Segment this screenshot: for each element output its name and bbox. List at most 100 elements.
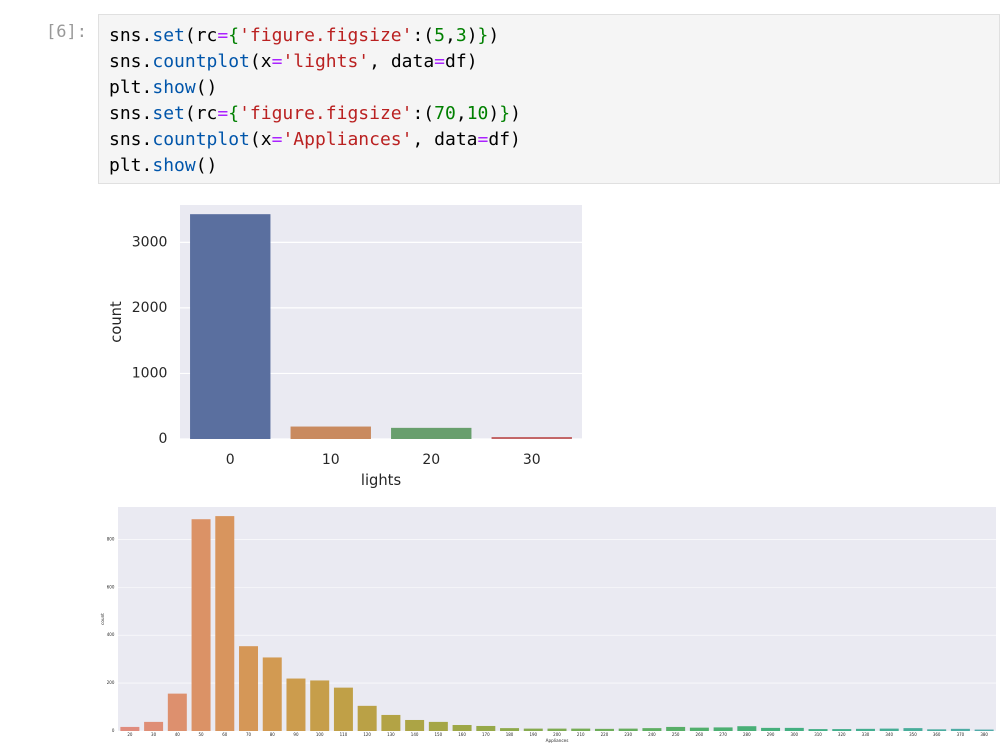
bar — [832, 729, 852, 731]
code-token: , — [445, 25, 456, 46]
code-token: sns. — [109, 129, 153, 150]
code-token: 'lights' — [282, 51, 370, 72]
y-tick-label: 400 — [107, 632, 115, 637]
bar — [784, 727, 804, 731]
code-token: countplot — [152, 51, 250, 72]
code-token: , — [455, 103, 467, 124]
x-tick-label: 270 — [719, 732, 727, 737]
y-tick-label: 600 — [107, 584, 115, 589]
bar — [808, 729, 828, 731]
x-axis-label: Appliances — [546, 738, 569, 743]
bar — [950, 728, 970, 731]
bar — [286, 678, 306, 731]
code-token: sns. — [109, 51, 153, 72]
bar — [500, 728, 520, 731]
x-tick-label: 170 — [482, 732, 490, 737]
bar — [523, 728, 543, 731]
code-line: sns.set(rc={'figure.figsize':(5,3)}) — [109, 23, 999, 49]
code-token: sns. — [109, 25, 153, 46]
x-tick-label: 30 — [523, 452, 541, 468]
code-token: = — [271, 129, 283, 150]
bar — [642, 728, 662, 731]
x-tick-label: 70 — [246, 732, 252, 737]
x-tick-label: 360 — [933, 732, 941, 737]
code-token: ) — [488, 25, 500, 46]
code-token: 'figure.figsize' — [239, 103, 413, 124]
code-token: sns. — [109, 103, 153, 124]
x-tick-label: 340 — [885, 732, 893, 737]
x-tick-label: 330 — [862, 732, 870, 737]
x-tick-label: 30 — [151, 732, 157, 737]
x-tick-label: 150 — [435, 732, 443, 737]
code-token: 'figure.figsize' — [239, 25, 413, 46]
bar — [290, 426, 371, 439]
code-token: df) — [445, 51, 478, 72]
x-tick-label: 60 — [222, 732, 228, 737]
bar — [689, 727, 709, 731]
y-tick-label: 3000 — [132, 234, 168, 250]
y-axis-label: count — [100, 613, 105, 625]
bar — [737, 726, 757, 731]
x-tick-label: 280 — [743, 732, 751, 737]
bar — [333, 687, 353, 731]
x-tick-label: 0 — [226, 452, 235, 468]
x-tick-label: 200 — [553, 732, 561, 737]
y-tick-label: 0 — [112, 728, 115, 733]
bar — [190, 214, 271, 439]
bar — [391, 427, 472, 439]
code-line: sns.countplot(x='lights', data=df) — [109, 49, 999, 75]
code-token: :( — [412, 25, 435, 46]
code-token: , data — [369, 51, 435, 72]
code-token: ) — [466, 25, 478, 46]
bar — [855, 728, 875, 731]
x-tick-label: 230 — [624, 732, 632, 737]
code-token: :( — [412, 103, 435, 124]
bar — [927, 729, 947, 731]
code-token: 10 — [466, 103, 489, 124]
bar — [879, 728, 899, 731]
code-token: plt. — [109, 155, 153, 176]
bar — [903, 728, 923, 731]
x-tick-label: 100 — [316, 732, 324, 737]
code-token: (rc — [184, 25, 218, 46]
code-token: ) — [488, 103, 500, 124]
code-token: = — [217, 103, 229, 124]
bar — [594, 728, 614, 731]
bar — [215, 516, 235, 731]
x-tick-label: 250 — [672, 732, 680, 737]
bar — [381, 714, 401, 731]
bar — [618, 728, 638, 731]
bar — [547, 728, 567, 731]
bar — [491, 437, 572, 439]
code-line: plt.show() — [109, 153, 999, 179]
code-token: show — [152, 155, 196, 176]
y-tick-label: 200 — [107, 680, 115, 685]
bar — [357, 705, 377, 731]
code-cell[interactable]: sns.set(rc={'figure.figsize':(5,3)}) sns.… — [98, 14, 1000, 184]
y-tick-label: 1000 — [132, 365, 168, 381]
code-token: = — [271, 51, 283, 72]
bar — [452, 725, 472, 731]
x-tick-label: 260 — [696, 732, 704, 737]
x-tick-label: 310 — [814, 732, 822, 737]
code-token: 70 — [434, 103, 456, 124]
x-tick-label: 110 — [340, 732, 348, 737]
bar — [167, 693, 187, 731]
code-token: set — [152, 25, 185, 46]
code-line: sns.set(rc={'figure.figsize':(70,10)}) — [109, 101, 999, 127]
code-token: } — [499, 103, 511, 124]
x-tick-label: 180 — [506, 732, 514, 737]
code-line: plt.show() — [109, 75, 999, 101]
code-line: sns.countplot(x='Appliances', data=df) — [109, 127, 999, 153]
x-tick-label: 120 — [363, 732, 371, 737]
bar — [239, 646, 259, 731]
x-tick-label: 220 — [601, 732, 609, 737]
code-token: plt. — [109, 77, 153, 98]
y-tick-label: 0 — [158, 431, 167, 447]
x-tick-label: 10 — [322, 452, 340, 468]
bar — [144, 721, 164, 731]
x-tick-label: 160 — [458, 732, 466, 737]
y-tick-label: 2000 — [132, 300, 168, 316]
y-tick-label: 800 — [107, 536, 115, 541]
